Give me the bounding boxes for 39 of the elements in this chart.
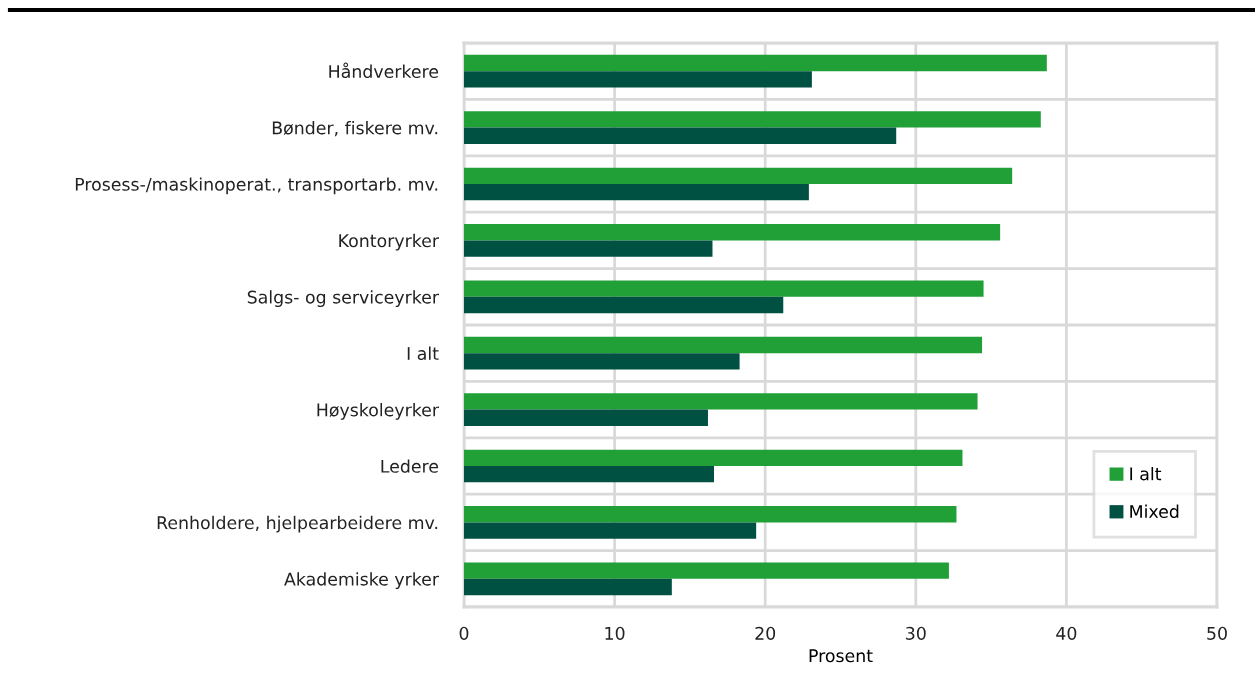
bar <box>464 353 740 370</box>
bar <box>464 409 708 426</box>
bar <box>464 578 672 596</box>
bar <box>464 336 983 354</box>
y-tick-label: Renholdere, hjelpearbeidere mv. <box>157 515 438 533</box>
bar <box>464 296 784 314</box>
bar <box>464 562 949 579</box>
bar <box>464 224 1001 241</box>
y-tick-label: Ledere <box>381 459 439 473</box>
bar <box>464 71 812 88</box>
bar <box>464 111 1041 128</box>
legend-label: I alt <box>1130 466 1162 481</box>
y-tick-label: Bønder, fiskere mv. <box>272 121 438 137</box>
x-tick-label: 30 <box>906 626 926 640</box>
bar <box>464 522 757 539</box>
y-tick-label: Salgs- og serviceyrker <box>247 290 439 308</box>
x-tick-label: 0 <box>459 626 469 640</box>
x-tick-label: 50 <box>1207 626 1227 640</box>
bar <box>464 506 957 523</box>
bar <box>464 466 714 483</box>
y-tick-label: Prosess-/maskinoperat., transportarb. mv. <box>75 177 438 195</box>
x-tick-label: 10 <box>605 626 625 640</box>
y-tick-label: I alt <box>407 346 439 361</box>
y-tick-label: Kontoryrker <box>339 233 439 251</box>
x-axis-title: Prosent <box>809 649 873 663</box>
y-tick-label: Høyskoleyrker <box>317 403 439 420</box>
x-tick-label: 20 <box>755 626 776 640</box>
y-tick-label: Akademiske yrker <box>284 572 439 590</box>
y-tick-label: Håndverkere <box>329 62 439 79</box>
bar <box>464 449 963 466</box>
bar <box>464 393 978 410</box>
legend-label: Mixed <box>1130 504 1179 519</box>
bar <box>464 280 984 297</box>
bar <box>464 127 897 144</box>
bar <box>464 184 809 201</box>
bar <box>464 167 1013 184</box>
bar <box>464 240 713 257</box>
x-tick-label: 40 <box>1056 626 1077 640</box>
bar <box>464 54 1047 72</box>
